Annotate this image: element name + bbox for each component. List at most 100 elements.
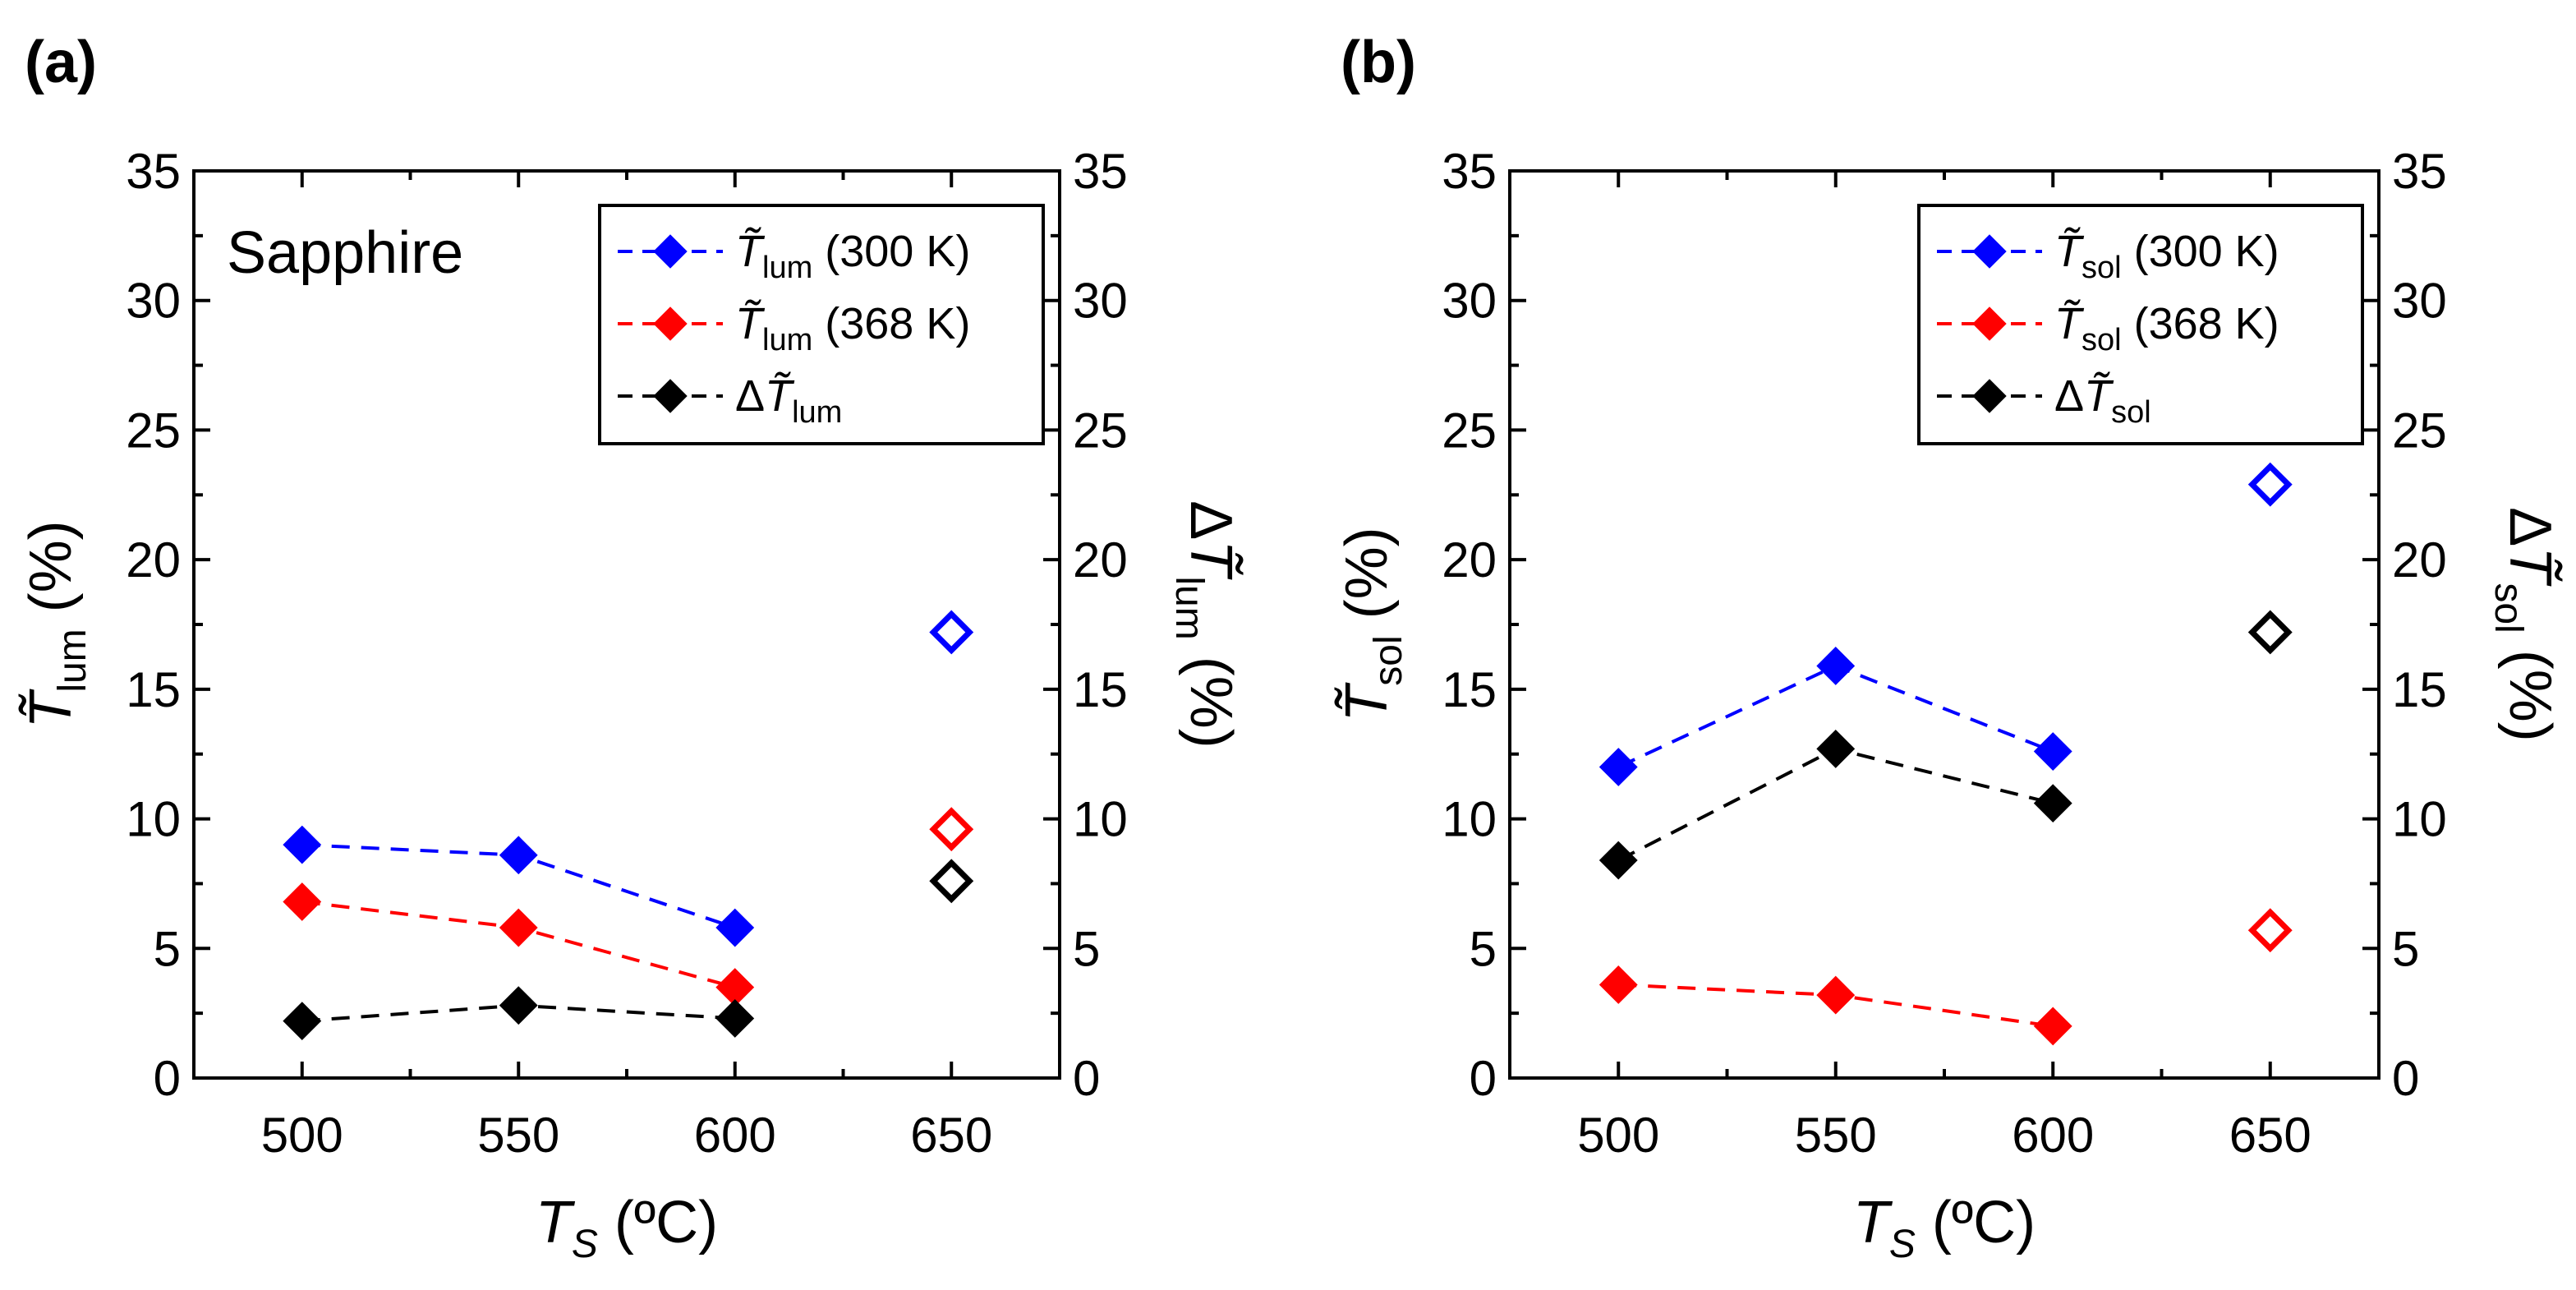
y2-tick-label: 10 <box>1073 792 1128 847</box>
legend-label: T̃lum (368 K) <box>735 299 970 357</box>
x-tick-label: 500 <box>261 1108 343 1163</box>
data-point <box>2033 784 2072 823</box>
legend-marker <box>653 306 688 341</box>
legend: T̃lum (300 K) T̃lum (368 K) ΔT̃lum <box>598 204 1045 445</box>
data-point-open <box>2247 908 2293 953</box>
data-point-open <box>2247 610 2293 655</box>
y2-tick-label: 5 <box>2392 921 2419 976</box>
chart-panel-b: (b) 0 0 5 5 10 10 15 15 20 20 25 25 30 30 35 35 500 550 600… <box>1334 30 2563 1266</box>
y-tick-label: 20 <box>126 532 181 587</box>
legend-marker <box>1972 234 2007 269</box>
data-point <box>715 999 755 1038</box>
y-tick-label: 35 <box>1442 144 1497 199</box>
data-point-open <box>929 859 974 904</box>
series-0 <box>1598 462 2293 786</box>
sample-annotation: Sapphire <box>227 220 463 286</box>
legend-entry: T̃lum (368 K) <box>618 299 970 357</box>
y-tick-label: 15 <box>126 662 181 717</box>
legend-entry: T̃lum (300 K) <box>618 227 970 285</box>
y-tick-label: 30 <box>126 274 181 329</box>
legend-marker <box>1972 379 2007 413</box>
legend-label: T̃sol (368 K) <box>2054 299 2279 357</box>
y-tick-label: 15 <box>1442 662 1497 717</box>
data-point <box>1816 729 1856 768</box>
y2-tick-label: 5 <box>1073 921 1100 976</box>
legend: T̃sol (300 K) T̃sol (368 K) ΔT̃sol <box>1917 204 2364 445</box>
data-point <box>1816 975 1856 1015</box>
y2-tick-label: 35 <box>2392 144 2447 199</box>
y2-axis-label: ΔT̃sol (%) <box>2486 507 2563 741</box>
data-point <box>2033 1007 2072 1046</box>
data-point-open <box>929 610 974 655</box>
series-1 <box>1598 908 2293 1046</box>
legend-label: T̃lum (300 K) <box>735 227 970 285</box>
y2-tick-label: 0 <box>2392 1051 2419 1106</box>
y2-tick-label: 25 <box>2392 403 2447 458</box>
chart-panel-a: (a) 0 0 5 5 10 10 15 15 20 20 25 25 30 30 35 35 500 550 600… <box>18 30 1244 1266</box>
y-tick-label: 10 <box>1442 792 1497 847</box>
data-point <box>715 908 755 947</box>
legend-entry: T̃sol (300 K) <box>1937 227 2279 285</box>
y-tick-label: 5 <box>1470 921 1497 976</box>
y-axis-label: T̃lum (%) <box>18 520 94 728</box>
y-tick-label: 20 <box>1442 532 1497 587</box>
data-point <box>283 1002 322 1041</box>
y-axis-label: T̃sol (%) <box>1334 527 1410 721</box>
data-point <box>1598 748 1638 786</box>
legend-entry: T̃sol (368 K) <box>1937 299 2279 357</box>
panel-label: (b) <box>1341 30 1416 95</box>
x-tick-label: 650 <box>910 1108 992 1163</box>
y2-axis-label: ΔT̃lum (%) <box>1167 500 1244 748</box>
y-tick-label: 30 <box>1442 274 1497 329</box>
series-2 <box>283 859 974 1041</box>
y2-tick-label: 0 <box>1073 1051 1100 1106</box>
y-tick-label: 35 <box>126 144 181 199</box>
y2-tick-label: 20 <box>2392 532 2447 587</box>
x-axis-label: TS (ºC) <box>536 1190 718 1266</box>
data-point <box>499 836 538 875</box>
legend-label: ΔT̃lum <box>735 371 842 430</box>
y2-tick-label: 20 <box>1073 532 1128 587</box>
x-tick-label: 600 <box>2012 1108 2094 1163</box>
legend-entry: ΔT̃sol <box>1937 371 2151 430</box>
data-point-open <box>2247 462 2293 507</box>
y2-tick-label: 30 <box>2392 274 2447 329</box>
y-tick-label: 0 <box>1470 1051 1497 1106</box>
x-tick-label: 550 <box>1795 1108 1877 1163</box>
series-0 <box>283 610 974 947</box>
y-tick-label: 25 <box>1442 403 1497 458</box>
y2-tick-label: 30 <box>1073 274 1128 329</box>
legend-marker <box>653 234 688 269</box>
data-point <box>283 882 322 921</box>
legend-label: ΔT̃sol <box>2054 371 2151 430</box>
series-2 <box>1598 610 2293 880</box>
y-tick-label: 0 <box>154 1051 181 1106</box>
y-tick-label: 10 <box>126 792 181 847</box>
data-point <box>499 986 538 1025</box>
legend-entry: ΔT̃lum <box>618 371 842 430</box>
data-point-open <box>929 807 974 852</box>
data-point <box>1598 841 1638 880</box>
legend-marker <box>653 379 688 413</box>
y2-tick-label: 15 <box>1073 662 1128 717</box>
x-tick-label: 500 <box>1577 1108 1659 1163</box>
series-1 <box>283 807 974 1007</box>
legend-label: T̃sol (300 K) <box>2054 227 2279 285</box>
x-tick-label: 650 <box>2229 1108 2312 1163</box>
x-tick-label: 550 <box>477 1108 559 1163</box>
data-point <box>2033 732 2072 771</box>
y-tick-label: 5 <box>154 921 181 976</box>
x-tick-label: 600 <box>694 1108 776 1163</box>
data-point <box>1598 965 1638 1004</box>
y-tick-label: 25 <box>126 403 181 458</box>
panel-label: (a) <box>25 30 97 95</box>
y2-tick-label: 10 <box>2392 792 2447 847</box>
y2-tick-label: 35 <box>1073 144 1128 199</box>
x-axis-label: TS (ºC) <box>1853 1190 2036 1266</box>
y2-tick-label: 25 <box>1073 403 1128 458</box>
legend-marker <box>1972 306 2007 341</box>
data-point <box>283 825 322 864</box>
data-point <box>1816 647 1856 685</box>
data-point <box>499 908 538 947</box>
